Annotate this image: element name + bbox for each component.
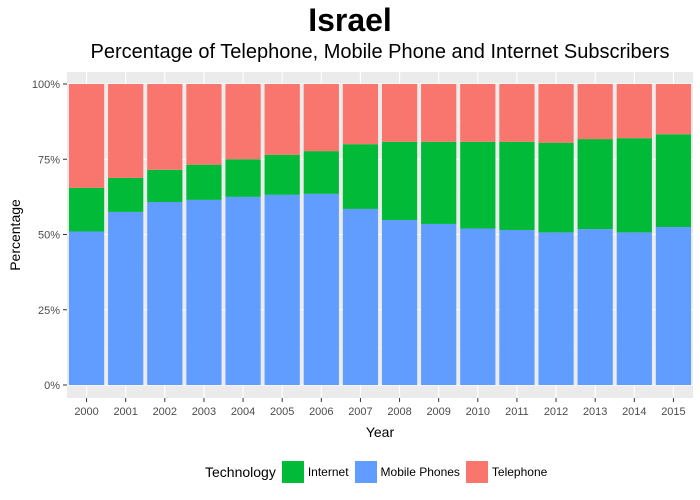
bar-telephone-2010	[460, 84, 496, 142]
bar-telephone-2004	[225, 84, 261, 160]
x-tick-label: 2015	[661, 406, 685, 418]
bar-internet-2010	[460, 141, 496, 229]
bar-telephone-2009	[421, 84, 457, 142]
bar-telephone-2008	[381, 84, 418, 142]
bar-telephone-2015	[655, 84, 692, 135]
y-tick-label: 50%	[38, 230, 60, 242]
bar-internet-2013	[577, 139, 613, 230]
bar-telephone-2011	[499, 84, 535, 142]
legend-key-internet	[281, 461, 304, 483]
x-tick-label: 2003	[192, 406, 216, 418]
bar-telephone-2001	[108, 84, 144, 178]
x-tick-label: 2014	[622, 406, 646, 418]
legend-key-mobile-phones	[354, 461, 377, 483]
bar-telephone-2007	[342, 84, 379, 145]
x-tick-label: 2002	[153, 406, 177, 418]
chart-subtitle: Percentage of Telephone, Mobile Phone an…	[90, 41, 670, 63]
bar-mobile-phones-2002	[147, 201, 183, 385]
bar-telephone-2013	[577, 84, 613, 140]
bars	[68, 84, 692, 385]
bar-internet-2001	[108, 177, 144, 212]
legend-label-mobile-phones: Mobile Phones	[380, 465, 460, 479]
bar-mobile-phones-2001	[108, 211, 144, 385]
x-tick-label: 2012	[544, 406, 568, 418]
x-tick-label: 2005	[270, 406, 294, 418]
bar-mobile-phones-2007	[342, 208, 379, 385]
y-tick-label: 75%	[38, 154, 60, 166]
legend-item-internet: Internet	[281, 461, 349, 483]
legend: Technology Internet Mobile Phones Teleph…	[205, 458, 553, 486]
bar-mobile-phones-2000	[68, 231, 105, 385]
y-axis-ticks: 0% 25% 50% 75% 100%	[32, 79, 67, 392]
bar-mobile-phones-2014	[616, 232, 652, 385]
bar-telephone-2005	[264, 84, 300, 155]
bar-telephone-2003	[186, 84, 222, 165]
bar-internet-2009	[421, 141, 457, 224]
bar-mobile-phones-2004	[225, 196, 261, 385]
y-tick-label: 0%	[44, 380, 60, 392]
legend-title: Technology	[205, 464, 276, 480]
legend-label-internet: Internet	[307, 465, 349, 479]
bar-mobile-phones-2015	[655, 226, 692, 385]
bar-internet-2003	[186, 164, 222, 200]
x-tick-label: 2007	[348, 406, 372, 418]
x-tick-label: 2013	[583, 406, 607, 418]
bar-mobile-phones-2010	[460, 228, 496, 385]
bar-mobile-phones-2005	[264, 194, 300, 385]
bar-internet-2004	[225, 159, 261, 197]
x-axis-label: Year	[366, 424, 395, 440]
bar-internet-2014	[616, 138, 652, 233]
bar-telephone-2006	[303, 84, 339, 152]
x-tick-label: 2006	[309, 406, 333, 418]
bar-internet-2008	[381, 141, 418, 221]
y-axis-label: Percentage	[7, 199, 23, 271]
legend-key-telephone	[465, 461, 488, 483]
bar-mobile-phones-2003	[186, 199, 222, 385]
legend-item-telephone: Telephone	[465, 461, 548, 483]
x-tick-label: 2010	[466, 406, 490, 418]
x-tick-label: 2011	[505, 406, 529, 418]
y-tick-label: 100%	[32, 79, 60, 91]
chart-title: Israel	[308, 2, 392, 38]
x-tick-label: 2009	[426, 406, 450, 418]
bar-telephone-2014	[616, 84, 652, 139]
bar-internet-2005	[264, 154, 300, 195]
bar-internet-2015	[655, 134, 692, 227]
legend-item-mobile-phones: Mobile Phones	[354, 461, 460, 483]
x-tick-label: 2004	[231, 406, 255, 418]
x-tick-label: 2008	[387, 406, 411, 418]
bar-telephone-2002	[147, 84, 183, 170]
bar-internet-2012	[538, 142, 574, 233]
bar-mobile-phones-2011	[499, 229, 535, 385]
legend-label-telephone: Telephone	[491, 465, 548, 479]
bar-mobile-phones-2012	[538, 232, 574, 385]
bar-mobile-phones-2013	[577, 229, 613, 385]
y-tick-label: 25%	[38, 305, 60, 317]
bar-telephone-2012	[538, 84, 574, 143]
bar-mobile-phones-2006	[303, 193, 339, 385]
bar-internet-2002	[147, 169, 183, 202]
bar-internet-2006	[303, 151, 339, 194]
bar-internet-2000	[68, 187, 105, 232]
bar-mobile-phones-2008	[381, 220, 418, 385]
x-tick-label: 2000	[74, 406, 98, 418]
x-tick-label: 2001	[113, 406, 137, 418]
x-axis-ticks: 2000 2001 2002 2003 2004 2005 2006 2007 2008 2009…	[74, 398, 686, 418]
bar-telephone-2000	[68, 84, 105, 188]
bar-internet-2007	[342, 144, 379, 209]
bar-mobile-phones-2009	[421, 223, 457, 385]
bar-internet-2011	[499, 141, 535, 230]
